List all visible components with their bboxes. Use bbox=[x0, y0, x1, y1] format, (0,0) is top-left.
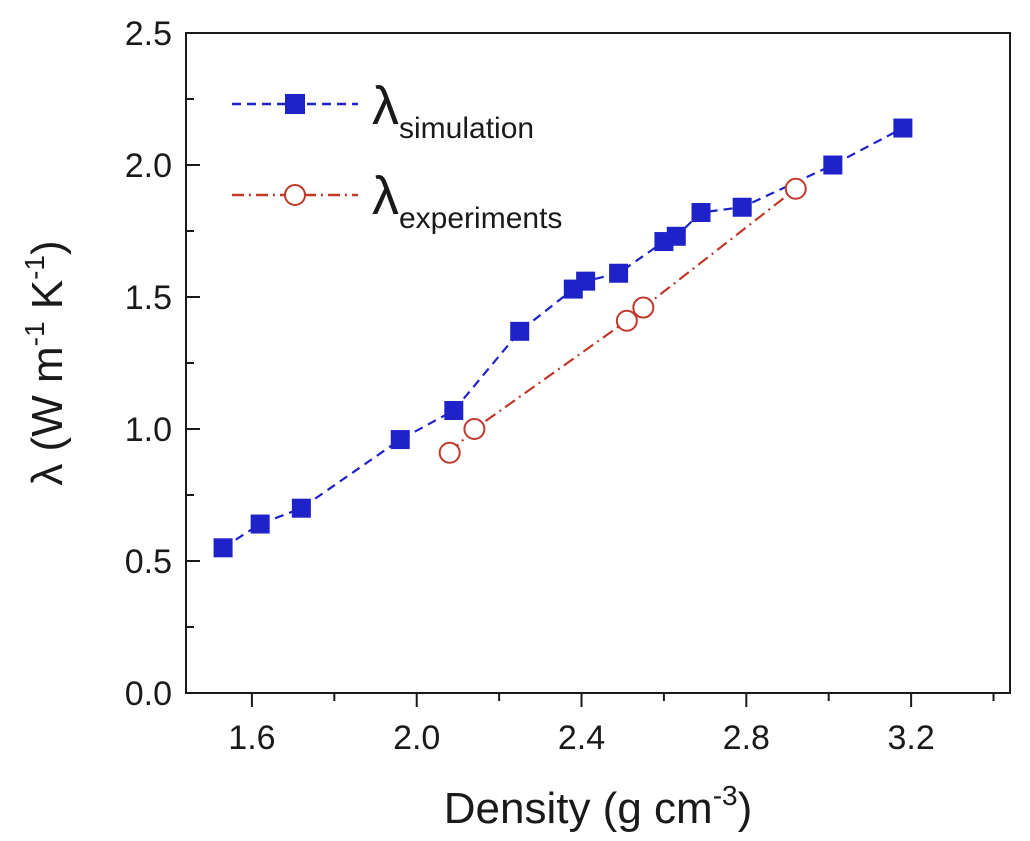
data-point-simulation bbox=[823, 155, 843, 175]
legend-marker-simulation bbox=[285, 94, 305, 114]
data-point-simulation bbox=[390, 430, 410, 450]
x-axis-title-sup: -3 bbox=[713, 780, 738, 811]
data-point-simulation bbox=[609, 263, 629, 283]
data-markers bbox=[213, 118, 913, 558]
x-tick-label: 2.8 bbox=[723, 719, 770, 757]
y-tick-label: 2.5 bbox=[125, 15, 172, 53]
y-tick-label: 0.5 bbox=[125, 543, 172, 581]
data-point-simulation bbox=[732, 197, 752, 217]
x-axis-title: Density (g cm-3) bbox=[444, 780, 753, 833]
y-axis-title-main: λ (W m bbox=[23, 346, 72, 485]
y-axis-title: λ (W m-1 K-1) bbox=[19, 240, 72, 485]
data-point-simulation bbox=[250, 514, 270, 534]
plot-frame bbox=[185, 32, 1011, 694]
legend: λsimulation λexperiments bbox=[232, 76, 562, 235]
data-point-simulation bbox=[691, 203, 711, 223]
axis-ticks: 0.0 0.5 1.0 1.5 2.0 2.5 1.6 2.0 2.4 2.8 3.2 bbox=[125, 15, 995, 757]
x-axis-title-end: ) bbox=[738, 784, 753, 833]
legend-entry-experiments: λexperiments bbox=[232, 166, 562, 235]
legend-sub-simulation: simulation bbox=[399, 112, 534, 145]
y-tick-label: 1.0 bbox=[125, 411, 172, 449]
data-point-simulation bbox=[510, 321, 530, 341]
legend-label-simulation: λsimulation bbox=[372, 76, 534, 145]
x-axis-title-main: Density (g cm bbox=[444, 784, 713, 833]
y-axis-title-mid: K bbox=[23, 280, 72, 322]
data-point-simulation bbox=[444, 401, 464, 421]
data-point-simulation bbox=[893, 118, 913, 138]
x-tick-label: 2.0 bbox=[393, 719, 440, 757]
x-tick-label: 3.2 bbox=[887, 719, 934, 757]
data-point-simulation bbox=[213, 538, 233, 558]
data-point-simulation bbox=[666, 226, 686, 246]
data-point-experiments bbox=[463, 418, 486, 440]
legend-marker-experiments bbox=[284, 184, 306, 206]
y-axis-title-sup1: -1 bbox=[19, 321, 50, 346]
legend-label-experiments: λexperiments bbox=[372, 166, 562, 235]
legend-symbol-experiments: λ bbox=[372, 166, 399, 226]
x-tick-label: 1.6 bbox=[228, 719, 275, 757]
data-point-simulation bbox=[576, 271, 596, 291]
y-tick-label: 0.0 bbox=[125, 675, 172, 713]
x-tick-label: 2.4 bbox=[558, 719, 605, 757]
legend-sub-experiments: experiments bbox=[399, 202, 562, 235]
legend-symbol-simulation: λ bbox=[372, 76, 399, 136]
y-axis-title-end: ) bbox=[23, 240, 72, 255]
data-point-experiments bbox=[784, 177, 807, 200]
y-tick-label: 1.5 bbox=[125, 279, 172, 317]
y-axis-title-sup2: -1 bbox=[19, 255, 50, 280]
data-point-experiments bbox=[632, 296, 655, 319]
data-point-experiments bbox=[615, 309, 638, 332]
data-point-simulation bbox=[291, 498, 311, 518]
legend-entry-simulation: λsimulation bbox=[232, 76, 534, 145]
data-point-experiments bbox=[438, 441, 461, 464]
y-tick-label: 2.0 bbox=[125, 147, 172, 185]
